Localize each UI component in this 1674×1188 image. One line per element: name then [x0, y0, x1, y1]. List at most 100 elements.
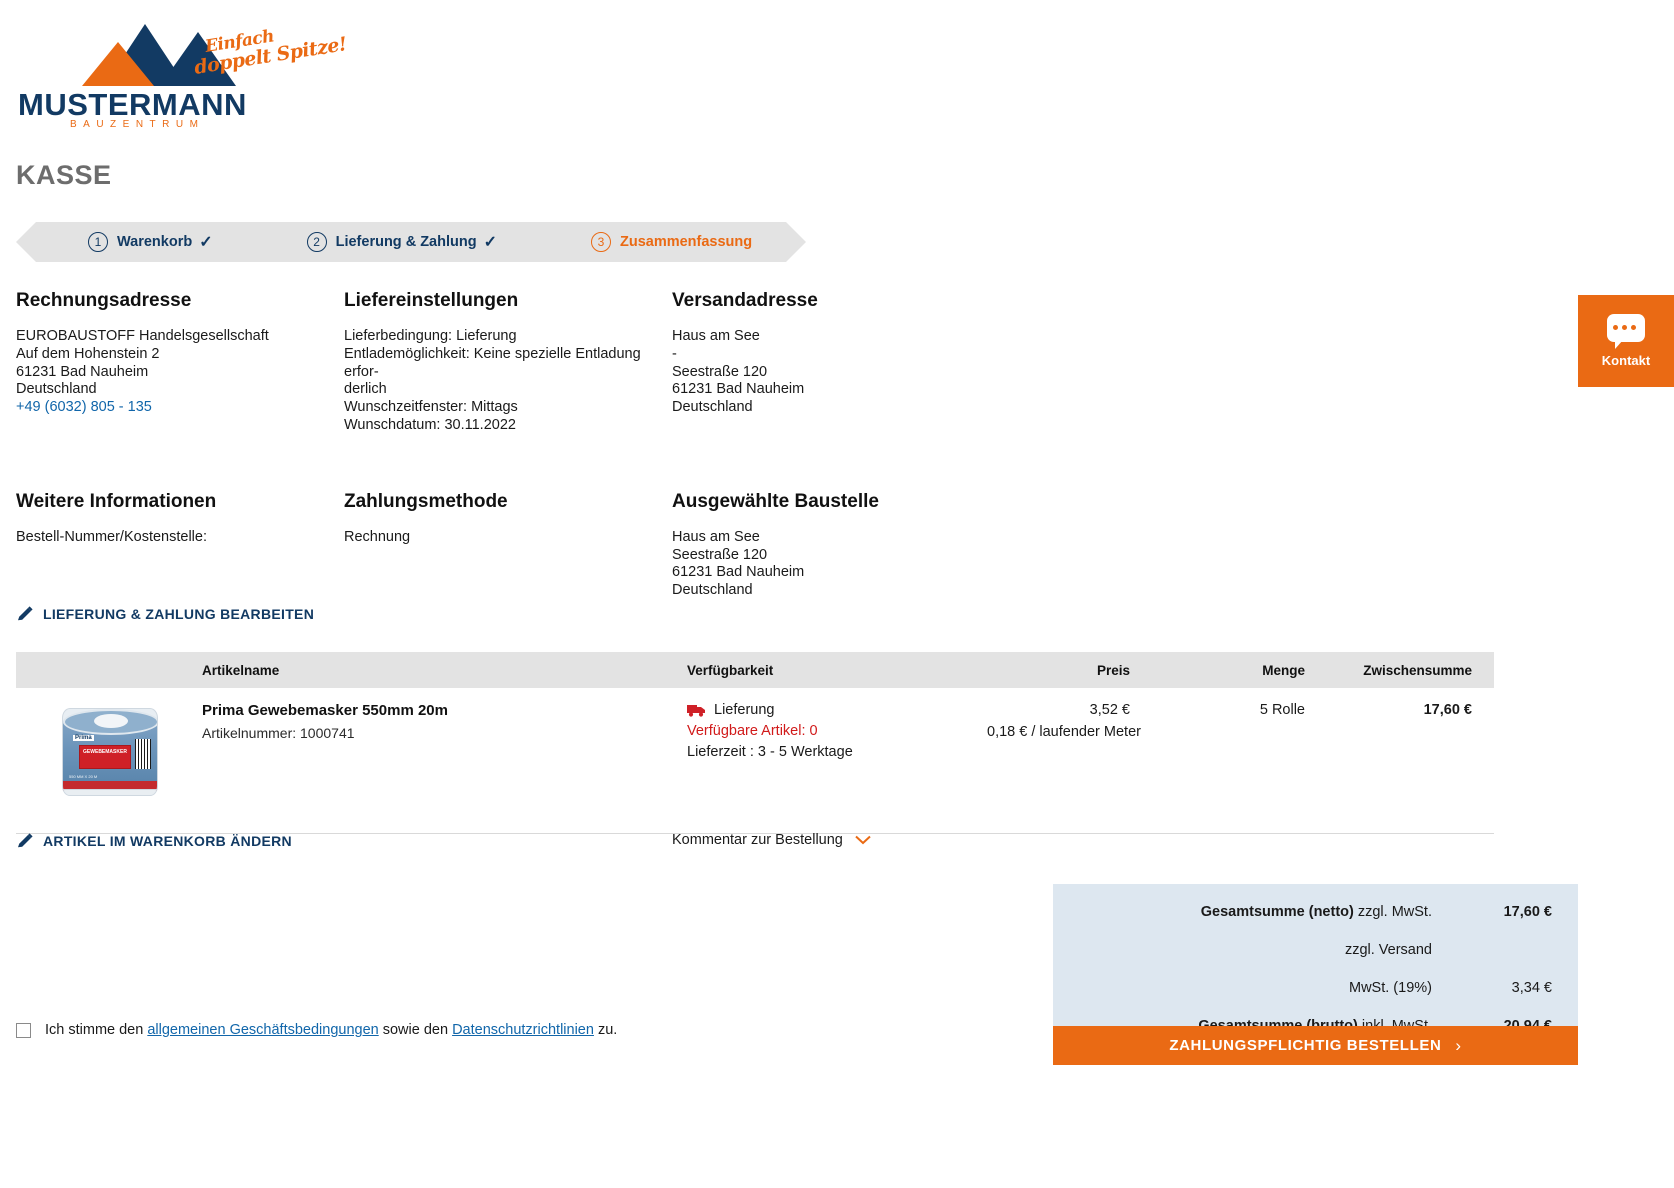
terms-prefix: Ich stimme den: [45, 1022, 148, 1038]
contact-tab-label: Kontakt: [1601, 353, 1651, 368]
check-icon: ✓: [483, 234, 497, 251]
logo-mountains-icon: Einfach doppelt Spitze!: [76, 24, 348, 86]
payment-method-value: Rechnung: [344, 528, 411, 545]
product-quantity: 5 Rolle: [1259, 702, 1305, 718]
cart-items-table: Artikelname Verfügbarkeit Preis Menge Zw…: [16, 652, 1494, 834]
terms-acceptance-row: Ich stimme den allgemeinen Geschäftsbedi…: [16, 1022, 617, 1038]
th-artikelname: Artikelname: [202, 662, 280, 678]
delivery-unloading: Entlademöglichkeit: Keine spezielle Entl…: [344, 345, 641, 380]
availability-cell: Lieferung Verfügbare Artikel: 0 Lieferze…: [687, 702, 987, 807]
brand-logo[interactable]: Einfach doppelt Spitze! MUSTERMANN BAUZE…: [18, 24, 348, 134]
delivery-date: Wunschdatum: 30.11.2022: [344, 416, 516, 433]
product-image-cell: GEWEBEMASKER Prima 550 MM X 20 M: [16, 702, 202, 807]
step-lieferung-zahlung[interactable]: 2 Lieferung & Zahlung ✓: [240, 222, 552, 262]
place-order-button[interactable]: ZAHLUNGSPFLICHTIG BESTELLEN ›: [1053, 1026, 1578, 1065]
summary-net-label-rest: zzgl. MwSt.: [1353, 904, 1432, 920]
page-title: KASSE: [16, 160, 112, 190]
step-label: Zusammenfassung: [619, 234, 753, 250]
shipping-dash: -: [672, 345, 677, 362]
summary-row-vat: MwSt. (19%) 3,34 €: [1079, 980, 1552, 996]
pencil-icon: [18, 833, 33, 848]
quantity-cell: 5 Rolle: [1152, 702, 1327, 807]
shipping-address-block: Versandadresse Haus am See - Seestraße 1…: [672, 290, 1072, 435]
th-verfuegbarkeit: Verfügbarkeit: [687, 662, 774, 678]
delivery-timewindow: Wunschzeitfenster: Mittags: [344, 399, 518, 416]
price-cell: 3,52 € 0,18 € / laufender Meter: [987, 702, 1152, 807]
construction-site-heading: Ausgewählte Baustelle: [672, 490, 879, 512]
shipping-country: Deutschland: [672, 399, 753, 416]
summary-row-shipping: zzgl. Versand: [1079, 942, 1552, 958]
product-subtotal: 17,60 €: [1423, 702, 1472, 718]
product-article-number: Artikelnummer: 1000741: [202, 725, 355, 741]
delivery-settings-block: Liefereinstellungen Lieferbedingung: Lie…: [344, 290, 672, 435]
site-street: Seestraße 120: [672, 546, 768, 563]
site-name: Haus am See: [672, 528, 760, 545]
billing-street: Auf dem Hohenstein 2: [16, 345, 160, 362]
order-comment-toggle[interactable]: Kommentar zur Bestellung: [672, 832, 871, 848]
terms-checkbox[interactable]: [16, 1022, 31, 1038]
step-number: 1: [88, 232, 108, 252]
place-order-label: ZAHLUNGSPFLICHTIG BESTELLEN: [1169, 1037, 1442, 1054]
barcode-icon: [135, 739, 151, 769]
step-number: 2: [306, 232, 327, 252]
edit-cart-link[interactable]: ARTIKEL IM WARENKORB ÄNDERN: [16, 832, 292, 850]
construction-site-block: Ausgewählte Baustelle Haus am See Seestr…: [672, 491, 1072, 600]
billing-country: Deutschland: [16, 381, 97, 398]
pencil-icon: [18, 606, 33, 621]
availability-mode: Lieferung: [714, 702, 775, 718]
delivery-unloading-cont: derlich: [344, 381, 387, 398]
billing-address-heading: Rechnungsadresse: [16, 290, 192, 311]
terms-middle: sowie den: [378, 1022, 453, 1038]
summary-row-net: Gesamtsumme (netto) zzgl. MwSt. 17,60 €: [1079, 904, 1552, 920]
step-zusammenfassung[interactable]: 3 Zusammenfassung: [524, 222, 807, 262]
logo-wordmark: MUSTERMANN: [18, 87, 247, 122]
product-image-brand-label: Prima: [73, 735, 94, 741]
order-comment-label: Kommentar zur Bestellung: [672, 832, 843, 848]
contact-tab[interactable]: Kontakt: [1578, 295, 1674, 387]
terms-link-agb[interactable]: allgemeinen Geschäftsbedingungen: [147, 1022, 379, 1038]
step-label: Lieferung & Zahlung: [335, 234, 477, 250]
subtotal-cell: 17,60 €: [1327, 702, 1494, 807]
check-icon: ✓: [199, 234, 213, 251]
site-city: 61231 Bad Nauheim: [672, 564, 805, 581]
billing-city: 61231 Bad Nauheim: [16, 363, 149, 380]
step-warenkorb[interactable]: 1 Warenkorb ✓: [16, 222, 267, 262]
edit-delivery-payment-label: LIEFERUNG & ZAHLUNG BEARBEITEN: [43, 606, 315, 622]
truck-icon: [687, 704, 705, 717]
further-info-heading: Weitere Informationen: [16, 490, 217, 512]
product-image[interactable]: GEWEBEMASKER Prima 550 MM X 20 M: [54, 702, 164, 807]
availability-delivery-time: Lieferzeit : 3 - 5 Werktage: [687, 744, 853, 760]
shipping-city: 61231 Bad Nauheim: [672, 381, 805, 398]
step-label: Warenkorb: [117, 234, 193, 250]
billing-phone-link[interactable]: +49 (6032) 805 - 135: [16, 399, 152, 416]
availability-mode-row: Lieferung: [687, 702, 987, 718]
billing-company: EUROBAUSTOFF Handelsgesellschaft: [16, 328, 269, 344]
table-row: GEWEBEMASKER Prima 550 MM X 20 M Prima G…: [16, 688, 1494, 834]
chevron-right-icon: ›: [1455, 1035, 1462, 1055]
order-info-grid: Rechnungsadresse EUROBAUSTOFF Handelsges…: [16, 290, 1196, 600]
availability-stock: Verfügbare Artikel: 0: [687, 723, 818, 739]
order-number-label: Bestell-Nummer/Kostenstelle:: [16, 528, 207, 545]
summary-net-label-bold: Gesamtsumme (netto): [1200, 904, 1354, 920]
shipping-address-heading: Versandadresse: [672, 290, 818, 311]
delivery-condition: Lieferbedingung: Lieferung: [344, 328, 517, 344]
terms-link-privacy[interactable]: Datenschutzrichtlinien: [452, 1022, 594, 1038]
step-number: 3: [590, 232, 611, 252]
shipping-name: Haus am See: [672, 328, 760, 344]
summary-shipping-label: zzgl. Versand: [1344, 942, 1432, 958]
th-preis: Preis: [1096, 662, 1130, 678]
checkout-steps: 1 Warenkorb ✓ 2 Lieferung & Zahlung ✓ 3 …: [16, 222, 807, 262]
further-info-block: Weitere Informationen Bestell-Nummer/Kos…: [16, 491, 344, 600]
th-menge: Menge: [1262, 662, 1305, 678]
logo-slogan: Einfach doppelt Spitze!: [193, 17, 348, 79]
edit-cart-label: ARTIKEL IM WARENKORB ÄNDERN: [43, 833, 292, 849]
billing-address-block: Rechnungsadresse EUROBAUSTOFF Handelsges…: [16, 290, 344, 435]
product-image-fine-label: 550 MM X 20 M: [69, 774, 98, 779]
delivery-settings-heading: Liefereinstellungen: [344, 290, 519, 311]
chat-bubble-icon: [1607, 314, 1645, 349]
table-header-row: Artikelname Verfügbarkeit Preis Menge Zw…: [16, 652, 1494, 688]
product-name[interactable]: Prima Gewebemasker 550mm 20m: [202, 702, 448, 719]
edit-delivery-payment-link[interactable]: LIEFERUNG & ZAHLUNG BEARBEITEN: [16, 605, 314, 623]
product-price: 3,52 €: [1089, 702, 1130, 718]
